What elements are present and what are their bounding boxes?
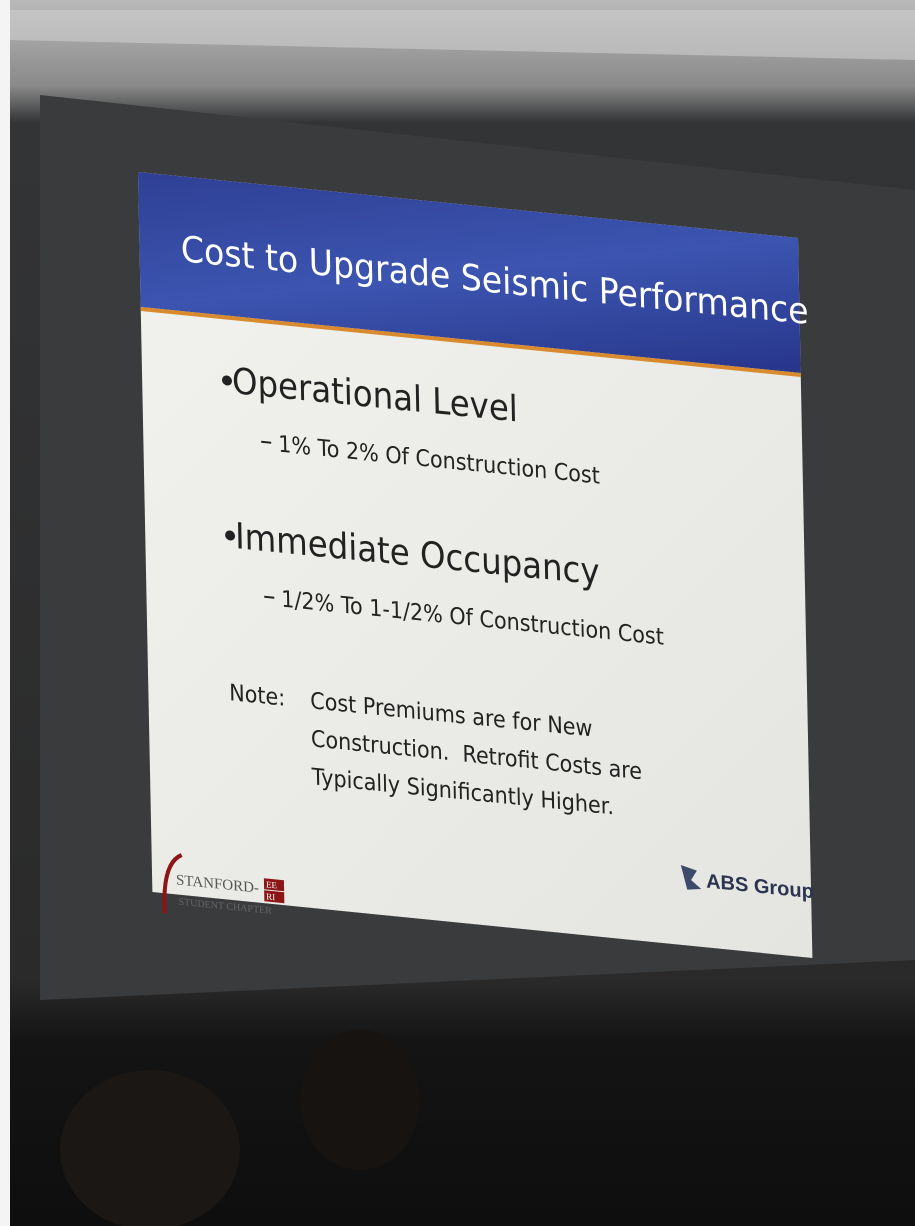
audience-head: [60, 1070, 240, 1226]
slide: Cost to Upgrade Seismic Performance Oper…: [138, 172, 822, 979]
dash: [264, 597, 274, 598]
page: Cost to Upgrade Seismic Performance Oper…: [0, 0, 915, 1226]
photo: Cost to Upgrade Seismic Performance Oper…: [0, 0, 915, 1226]
dash: [261, 442, 271, 443]
logo-eeri: RI: [266, 891, 275, 902]
left-edge: [0, 0, 10, 1226]
logo-eeri: EE: [266, 879, 278, 890]
audience-head: [300, 1030, 420, 1170]
